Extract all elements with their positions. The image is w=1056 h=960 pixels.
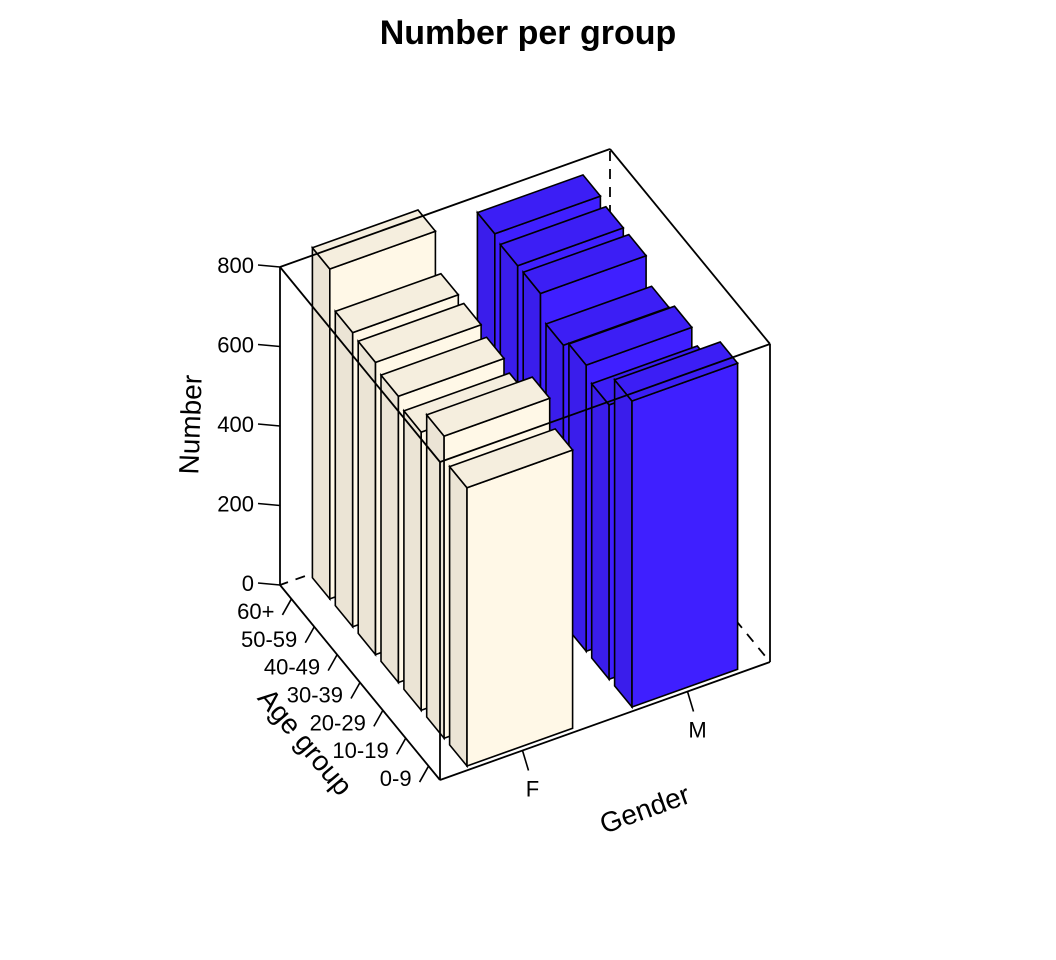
age-tick-label: 60+ [237, 599, 274, 624]
bar-side-face [380, 372, 400, 685]
bar-top-face [448, 427, 574, 489]
bar-side-face [334, 309, 354, 630]
bar-top-face [356, 302, 483, 364]
gender-tick-label: F [526, 777, 539, 802]
bar-top-face [425, 376, 552, 438]
box-edge [609, 148, 771, 345]
x-axis-label: Gender [596, 779, 694, 840]
z-tick-label: 600 [217, 333, 254, 358]
box-edge [439, 343, 771, 463]
bar-top-face [521, 233, 648, 295]
box-edge [279, 266, 441, 463]
age-tick-label: 20-29 [310, 710, 366, 735]
age-tick-label: 0-9 [380, 766, 412, 791]
bar-side-face [403, 408, 423, 713]
bar-side-face [425, 412, 445, 741]
z-tick-label: 0 [242, 571, 254, 596]
bar-top-face [476, 173, 602, 235]
gender-tick-label: M [688, 718, 706, 743]
age-tick [281, 598, 293, 616]
bars-layer [311, 173, 739, 769]
bar-front-face [631, 362, 739, 709]
age-tick [350, 682, 361, 699]
bar-top-face [333, 272, 460, 334]
bar-side-face [590, 381, 610, 682]
z-tick [257, 343, 281, 348]
age-tick-label: 30-39 [287, 683, 343, 708]
age-tick-label: 40-49 [264, 655, 320, 680]
box-edge [439, 661, 771, 781]
age-tick [304, 626, 315, 644]
age-tick [373, 709, 384, 727]
bar-top-face [498, 205, 625, 267]
bar-f-0-9 [448, 427, 574, 769]
bar-top-face [379, 336, 506, 398]
chart-title: Number per group [380, 14, 677, 52]
age-tick [327, 654, 338, 672]
z-tick [257, 264, 281, 268]
bar-front-face [466, 448, 574, 768]
bar-side-face [613, 377, 633, 710]
gender-tick [686, 691, 695, 712]
age-tick-label: 50-59 [241, 627, 297, 652]
gender-tick [521, 750, 530, 771]
age-tick-label: 10-19 [332, 738, 388, 763]
bar-top-face [567, 305, 694, 367]
box-edge [279, 148, 611, 268]
z-tick-label: 400 [217, 412, 254, 437]
z-tick [257, 582, 281, 586]
bar-m-0-9 [613, 341, 739, 710]
bar-top-face [613, 341, 739, 402]
z-tick [257, 423, 281, 427]
z-tick-label: 200 [217, 492, 254, 517]
bar-top-face [311, 209, 437, 270]
age-tick [418, 765, 430, 783]
age-tick [396, 737, 407, 755]
z-tick-label: 800 [217, 253, 254, 278]
bar-side-face [357, 339, 377, 657]
bar-side-face [448, 464, 468, 769]
z-axis-label: Number [173, 374, 207, 475]
z-tick [257, 502, 281, 507]
bar-side-face [311, 245, 331, 602]
